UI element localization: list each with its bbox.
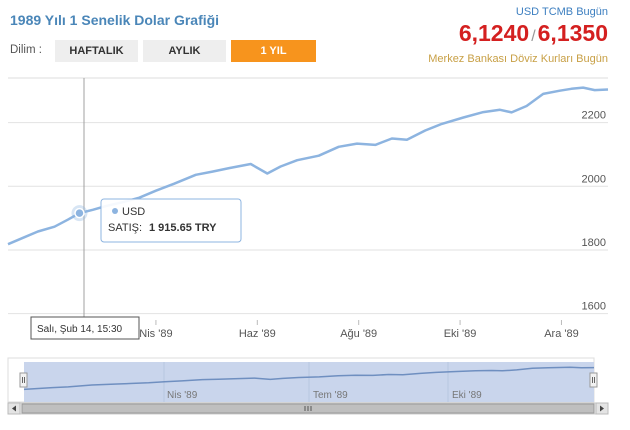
series-line-usd[interactable] — [7, 86, 609, 246]
rate-separator: / — [531, 28, 536, 45]
navigator-series-line — [23, 366, 595, 391]
current-rates: 6,1240/6,1350 — [459, 20, 608, 47]
chart-area[interactable]: 1600 1800 2000 2200 Nis '89 Haz '89 Ağu '89 Ek… — [0, 70, 630, 425]
tooltip-series: USD — [122, 206, 145, 218]
crosshair-label-box — [30, 316, 140, 340]
tooltip-label: SATIŞ: — [108, 222, 142, 234]
navigator-handle-right[interactable] — [589, 372, 598, 388]
navigator-handle-left[interactable] — [19, 372, 28, 388]
period-monthly-button[interactable]: AYLIK — [143, 40, 226, 62]
tooltip-box — [100, 198, 242, 243]
chart-svg[interactable]: 1600 1800 2000 2200 Nis '89 Haz '89 Ağu '89 Ek… — [0, 70, 630, 425]
arrow-right-icon — [600, 405, 604, 412]
navigator-label-tem: Tem '89 — [313, 390, 348, 401]
tooltip-series-marker — [112, 208, 118, 214]
navigator-handle-left-box[interactable] — [19, 372, 28, 388]
crosshair-label-text: Salı, Şub 14, 15:30 — [37, 324, 123, 335]
navigator-label-eki: Eki '89 — [452, 390, 482, 401]
y-tick-label: 1600 — [582, 301, 606, 313]
period-weekly-button[interactable]: HAFTALIK — [55, 40, 138, 62]
chart-title: 1989 Yılı 1 Senelik Dolar Grafiği — [10, 12, 220, 28]
crosshair-x-label: Salı, Şub 14, 15:30 — [30, 316, 140, 340]
tcmb-rate-link[interactable]: USD TCMB Bugün — [515, 6, 608, 18]
y-tick-label: 1800 — [582, 237, 606, 249]
tooltip-value: 1 915.65 TRY — [149, 222, 217, 234]
x-tick-label: Haz '89 — [239, 328, 276, 340]
navigator-handle-right-box[interactable] — [589, 372, 598, 388]
period-year-button[interactable]: 1 YIL — [231, 40, 316, 62]
arrow-left-icon — [12, 405, 16, 412]
x-tick-label: Ara '89 — [544, 328, 579, 340]
navigator[interactable]: Nis '89 Tem '89 Eki '89 — [7, 357, 598, 403]
x-tick-label: Eki '89 — [444, 328, 477, 340]
central-bank-rates-link[interactable]: Merkez Bankası Döviz Kurları Bugün — [428, 53, 608, 65]
y-axis-ticks: 1600 1800 2000 2200 — [582, 110, 606, 313]
y-tick-label: 2200 — [582, 110, 606, 122]
x-tick-label: Ağu '89 — [340, 328, 377, 340]
x-tick-label: Nis '89 — [139, 328, 172, 340]
navigator-scrollbar[interactable] — [7, 402, 609, 415]
buy-rate: 6,1240 — [458, 20, 530, 46]
grid — [8, 122, 608, 315]
period-label: Dilim : — [10, 44, 42, 56]
tooltip: USD SATIŞ: 1 915.65 TRY — [100, 198, 242, 243]
x-axis-ticks: Nis '89 Haz '89 Ağu '89 Eki '89 Ara '89 — [139, 320, 579, 340]
y-tick-label: 2000 — [582, 173, 606, 185]
hover-point[interactable] — [74, 207, 85, 219]
sell-rate: 6,1350 — [537, 20, 608, 46]
navigator-label-nis: Nis '89 — [167, 390, 198, 401]
